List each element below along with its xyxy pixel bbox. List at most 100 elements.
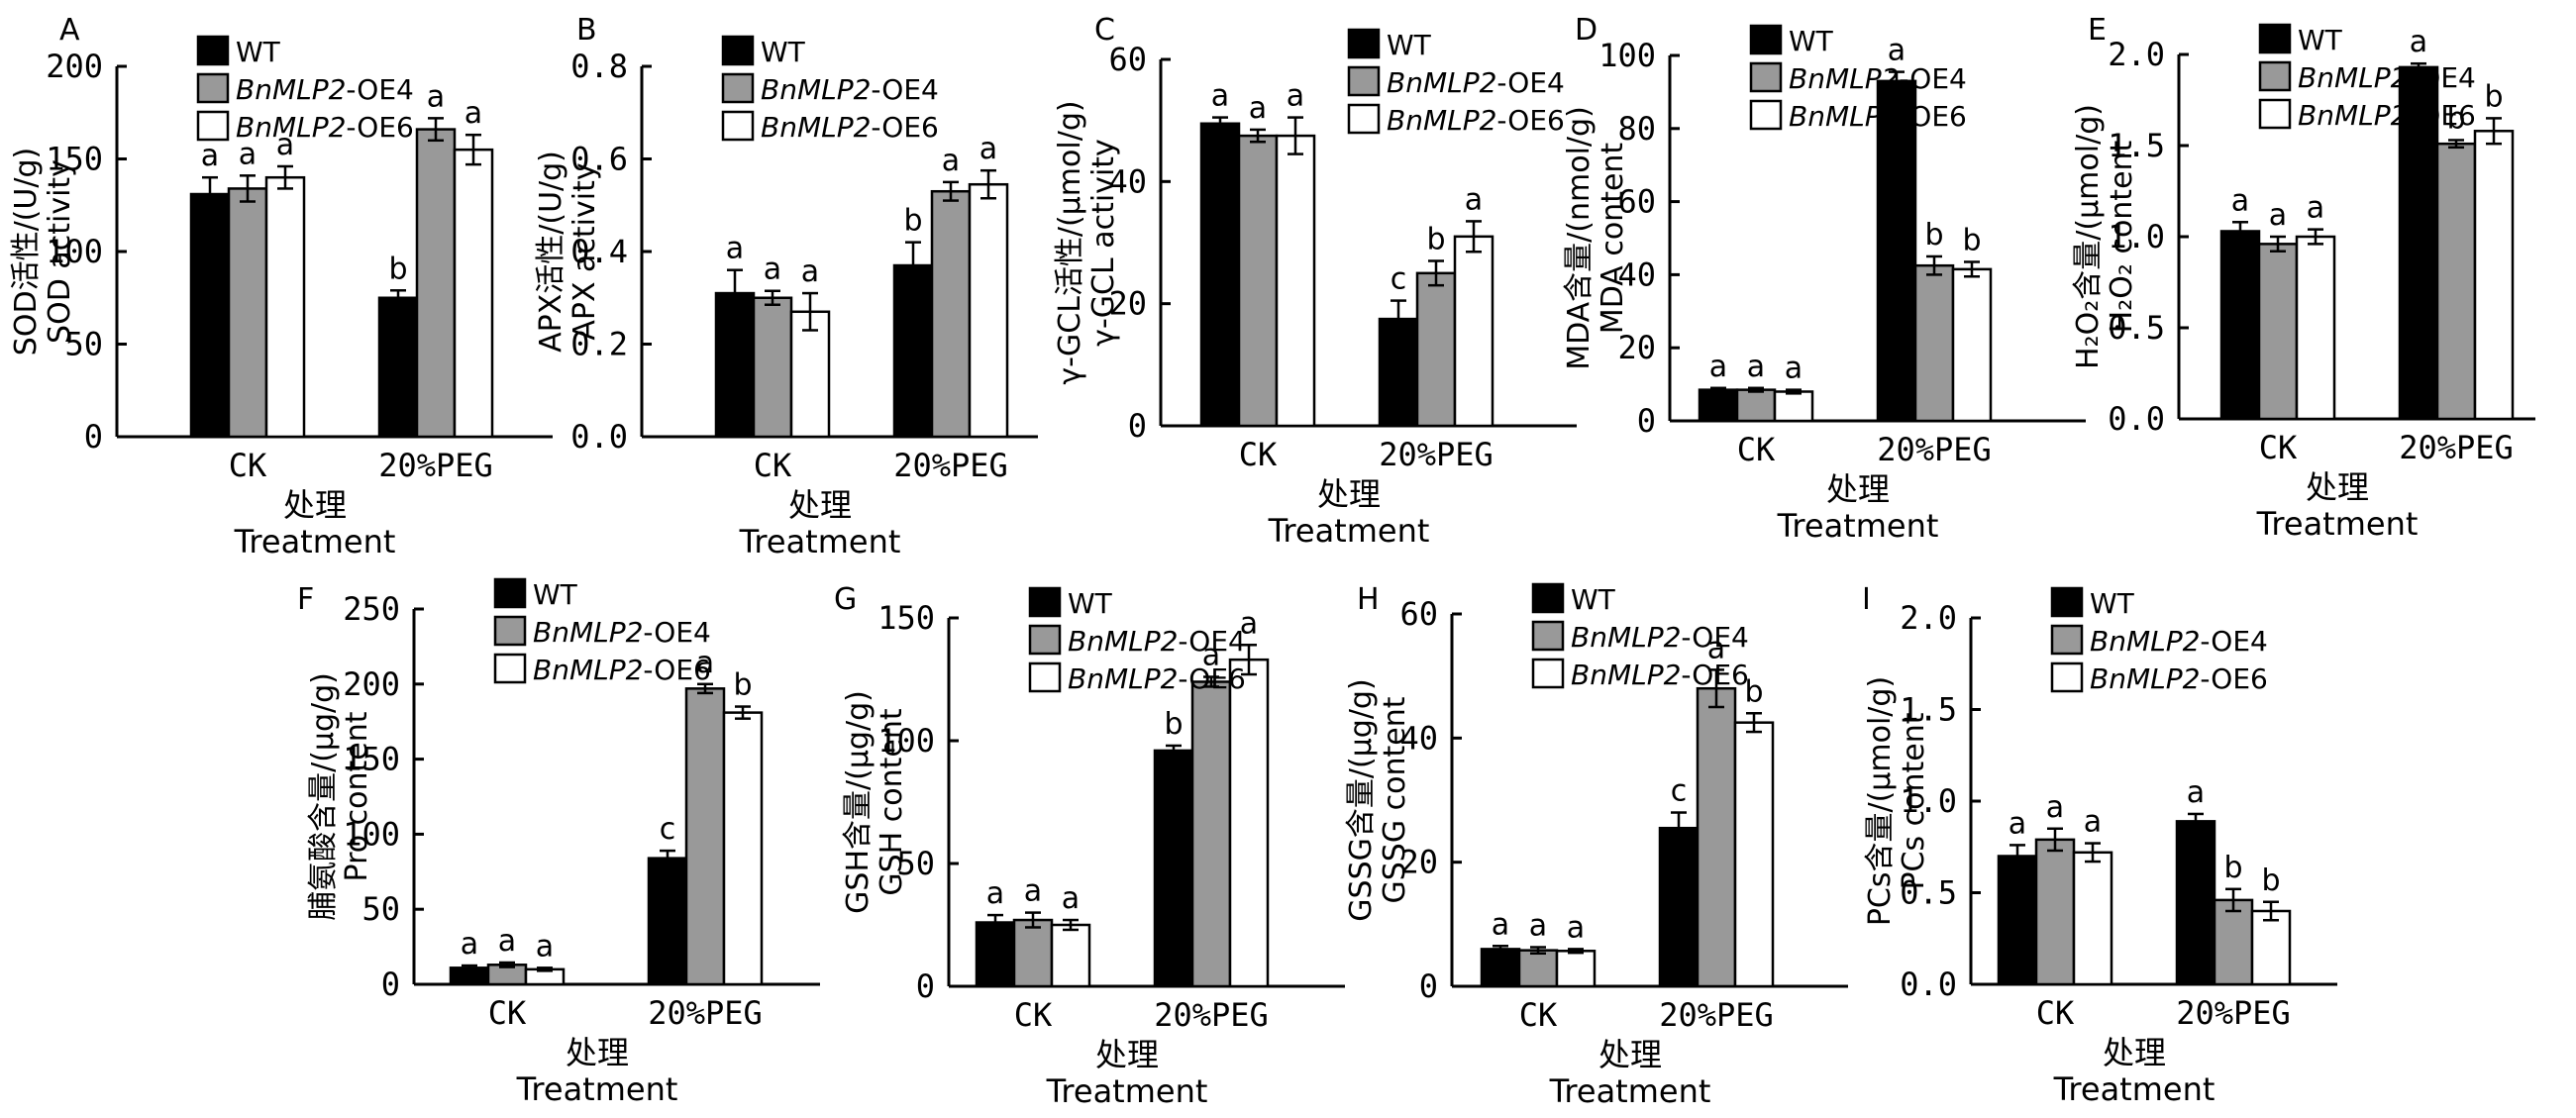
x-axis-label-en: Treatment [1046, 1072, 1208, 1110]
legend-label: WT [2298, 24, 2343, 56]
significance-letter: a [498, 924, 516, 959]
y-tick-label: 0 [1637, 402, 1656, 440]
y-axis-label-cn: APX活性/(U/g) [534, 151, 568, 353]
y-tick-label: 60 [1399, 595, 1438, 633]
x-tick-label: CK [1239, 436, 1278, 473]
bar [1735, 388, 1777, 423]
y-tick-label: 100 [1598, 37, 1656, 74]
significance-letter: a [427, 79, 445, 114]
legend-swatch [721, 35, 755, 66]
x-axis-label-cn: 处理 [788, 486, 852, 524]
y-tick-label: 1.0 [2108, 218, 2165, 255]
x-axis-label-cn: 处理 [283, 486, 347, 524]
legend-swatch [493, 653, 527, 684]
x-tick-label: 20%PEG [378, 447, 493, 484]
bar [930, 189, 972, 439]
legend-swatch [1347, 28, 1381, 59]
bar [1153, 749, 1194, 988]
legend-label: BnMLP2-OE4 [1387, 66, 1565, 99]
legend-swatch [1749, 24, 1783, 55]
y-axis-label-cn: γ-GCL活性/(μmol/g) [1053, 100, 1087, 384]
bar [752, 296, 793, 439]
y-tick-label: 250 [343, 590, 400, 628]
y-axis-label-en: SOD activity [43, 159, 77, 344]
x-tick-label: 20%PEG [2176, 994, 2291, 1032]
bar [2213, 898, 2254, 986]
panel-letter: D [1575, 13, 1597, 48]
y-tick-label: 0 [84, 418, 103, 456]
significance-letter: a [2231, 183, 2249, 218]
x-axis-label-cn: 处理 [1317, 475, 1381, 513]
y-tick-label: 60 [1617, 183, 1656, 221]
x-axis-label-cn: 处理 [1095, 1036, 1159, 1073]
significance-letter: a [801, 254, 819, 289]
legend-label: BnMLP2-OE6 [2298, 99, 2476, 132]
legend-label: BnMLP2-OE4 [1571, 621, 1749, 654]
legend-label: WT [1387, 29, 1432, 61]
x-axis-label-cn: 处理 [2103, 1034, 2166, 1071]
panel-letter: H [1357, 582, 1380, 617]
y-tick-label: 40 [1617, 255, 1656, 293]
legend-swatch [1347, 103, 1381, 135]
x-tick-label: 20%PEG [1659, 996, 1774, 1034]
y-tick-label: 40 [1108, 162, 1147, 200]
bar [1876, 79, 1917, 423]
significance-letter: a [1024, 874, 1042, 909]
legend-label: WT [1068, 587, 1113, 620]
legend-swatch [1028, 661, 1062, 693]
significance-letter: b [2223, 851, 2242, 885]
y-tick-label: 1.5 [1900, 691, 1957, 729]
bar [647, 857, 688, 986]
legend-swatch [1749, 99, 1783, 131]
significance-letter: a [464, 96, 482, 131]
x-tick-label: CK [2259, 429, 2298, 466]
x-axis-label-en: Treatment [739, 523, 901, 560]
legend-swatch [196, 35, 230, 66]
bar [1773, 390, 1814, 423]
x-tick-label: CK [488, 994, 527, 1032]
significance-letter: a [1492, 907, 1509, 942]
significance-letter: a [1465, 182, 1483, 217]
significance-letter: b [1744, 674, 1763, 709]
bar [2175, 820, 2216, 986]
y-axis-label-cn: GSSG含量/(μg/g) [1344, 678, 1379, 921]
x-tick-label: CK [1014, 996, 1053, 1034]
x-tick-label: 20%PEG [1379, 436, 1494, 473]
significance-letter: b [2261, 864, 2280, 898]
y-tick-label: 100 [877, 722, 935, 760]
significance-letter: a [2046, 790, 2064, 825]
legend-label: BnMLP2-OE6 [533, 654, 711, 686]
y-tick-label: 0.5 [1900, 874, 1957, 912]
bar [975, 921, 1016, 988]
x-axis-label-en: Treatment [2053, 1070, 2215, 1108]
significance-letter: a [1240, 606, 1258, 641]
y-axis-label-en: APX activity [567, 162, 602, 340]
y-tick-label: 20 [1108, 285, 1147, 323]
significance-letter: a [986, 876, 1004, 911]
significance-letter: b [1962, 223, 1981, 257]
legend-label: BnMLP2-OE4 [1068, 625, 1246, 658]
y-axis-label-en: MDA content [1596, 143, 1630, 335]
legend-swatch [721, 72, 755, 104]
significance-letter: b [2446, 101, 2465, 136]
y-tick-label: 150 [877, 599, 935, 637]
significance-letter: b [1924, 218, 1943, 253]
panel-letter: B [576, 13, 597, 48]
significance-letter: a [2410, 25, 2427, 59]
significance-letter: a [1707, 631, 1725, 665]
legend-label: BnMLP2-OE6 [236, 111, 414, 144]
legend-label: BnMLP2-OE6 [1068, 662, 1246, 695]
legend-label: WT [761, 36, 806, 68]
significance-letter: a [1709, 350, 1727, 384]
significance-letter: c [660, 812, 676, 847]
y-tick-label: 20 [1617, 329, 1656, 366]
significance-letter: a [1529, 909, 1547, 944]
significance-letter: a [2269, 198, 2287, 233]
legend-swatch [1347, 65, 1381, 97]
x-tick-label: CK [754, 447, 792, 484]
legend-label: BnMLP2-OE4 [2090, 625, 2268, 658]
